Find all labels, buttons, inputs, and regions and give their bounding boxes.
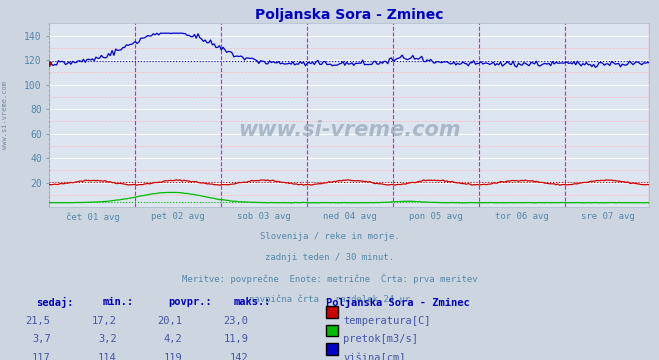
- Text: 20,1: 20,1: [158, 316, 183, 326]
- Text: 23,0: 23,0: [223, 316, 248, 326]
- Text: 21,5: 21,5: [26, 316, 51, 326]
- Text: temperatura[C]: temperatura[C]: [343, 316, 431, 326]
- Text: 142: 142: [230, 353, 248, 360]
- Text: zadnji teden / 30 minut.: zadnji teden / 30 minut.: [265, 253, 394, 262]
- Text: navpična črta - razdelek 24 ur: navpična črta - razdelek 24 ur: [249, 295, 410, 304]
- Text: 3,2: 3,2: [98, 334, 117, 345]
- Text: 11,9: 11,9: [223, 334, 248, 345]
- Text: min.:: min.:: [102, 297, 133, 307]
- Text: www.si-vreme.com: www.si-vreme.com: [238, 120, 461, 140]
- Text: 114: 114: [98, 353, 117, 360]
- Text: višina[cm]: višina[cm]: [343, 353, 406, 360]
- Text: povpr.:: povpr.:: [168, 297, 212, 307]
- Text: pon 05 avg: pon 05 avg: [409, 212, 463, 221]
- Text: sob 03 avg: sob 03 avg: [237, 212, 291, 221]
- Text: maks.:: maks.:: [234, 297, 272, 307]
- Title: Poljanska Sora - Zminec: Poljanska Sora - Zminec: [255, 8, 444, 22]
- Text: sedaj:: sedaj:: [36, 297, 74, 308]
- Text: sre 07 avg: sre 07 avg: [581, 212, 635, 221]
- Text: tor 06 avg: tor 06 avg: [495, 212, 549, 221]
- Text: pretok[m3/s]: pretok[m3/s]: [343, 334, 418, 345]
- Text: ned 04 avg: ned 04 avg: [324, 212, 377, 221]
- Text: 3,7: 3,7: [32, 334, 51, 345]
- Text: www.si-vreme.com: www.si-vreme.com: [2, 81, 9, 149]
- Text: 117: 117: [32, 353, 51, 360]
- Text: 119: 119: [164, 353, 183, 360]
- Text: 17,2: 17,2: [92, 316, 117, 326]
- Text: Poljanska Sora - Zminec: Poljanska Sora - Zminec: [326, 297, 470, 308]
- Text: Meritve: povprečne  Enote: metrične  Črta: prva meritev: Meritve: povprečne Enote: metrične Črta:…: [182, 274, 477, 284]
- Text: 4,2: 4,2: [164, 334, 183, 345]
- Text: pet 02 avg: pet 02 avg: [152, 212, 205, 221]
- Text: čet 01 avg: čet 01 avg: [65, 212, 119, 222]
- Text: Slovenija / reke in morje.: Slovenija / reke in morje.: [260, 232, 399, 241]
